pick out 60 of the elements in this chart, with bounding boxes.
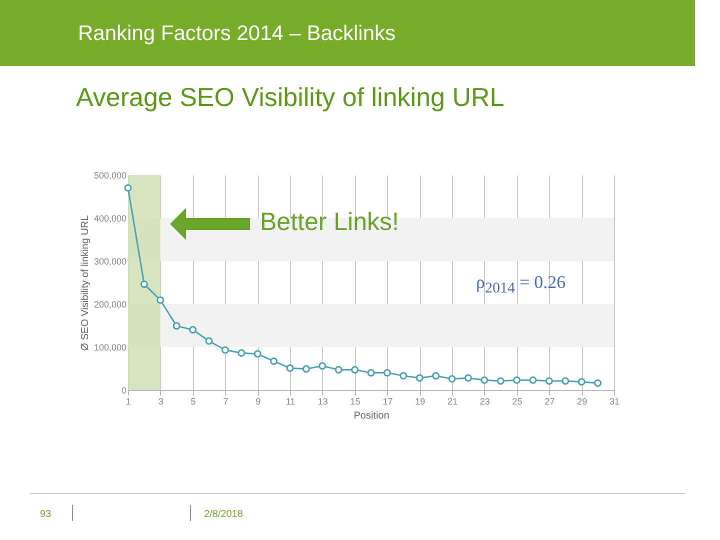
y-tick-label: 0: [121, 386, 126, 396]
point: [562, 377, 570, 385]
point: [578, 378, 586, 386]
text: 93: [40, 509, 52, 520]
point: [480, 376, 488, 384]
annotation: Better Links!: [260, 208, 399, 237]
annotation: ρ$_{2014}$ = 0.26: [476, 272, 566, 298]
point: [594, 379, 602, 387]
x-tick-label: 25: [512, 396, 522, 406]
x-tick-label: 1: [126, 396, 132, 406]
x-tick-label: 9: [256, 396, 261, 406]
x-tick-label: 11: [286, 396, 296, 406]
point: [205, 337, 213, 345]
point: [238, 349, 246, 357]
point: [270, 357, 278, 365]
x-tick-label: 27: [544, 396, 555, 406]
point: [367, 369, 375, 377]
point: [124, 184, 132, 192]
y-tick-label: 400,000: [94, 214, 126, 224]
point: [383, 369, 391, 377]
point: [189, 326, 197, 334]
text: 2/8/2018: [204, 509, 243, 520]
point: [318, 362, 326, 370]
point: [464, 374, 472, 382]
x-axis-title: Position: [354, 410, 390, 422]
x-tick-label: 7: [223, 396, 228, 406]
x-tick-label: 13: [318, 396, 328, 406]
x-tick-label: 31: [609, 396, 620, 406]
point: [432, 372, 440, 380]
x-tick-label: 5: [190, 396, 196, 406]
point: [400, 372, 408, 380]
point: [156, 296, 164, 304]
x-tick-label: 23: [480, 396, 490, 406]
y-tick-label: 500,000: [94, 170, 126, 180]
x-tick-label: 21: [447, 396, 458, 406]
point: [172, 322, 180, 330]
chart-subtitle: Average SEO Visibility of linking URL: [76, 82, 504, 113]
point: [140, 280, 148, 288]
point: [351, 366, 359, 374]
x-tick-label: 3: [158, 396, 164, 406]
point: [529, 376, 537, 384]
point: [416, 374, 424, 382]
point: [334, 366, 342, 374]
point: [286, 364, 294, 372]
x-tick-label: 17: [382, 396, 393, 406]
point: [254, 350, 262, 358]
chart-title: Ranking Factors 2014 – Backlinks: [78, 22, 396, 46]
point: [302, 365, 310, 373]
x-tick-label: 19: [415, 396, 426, 406]
point: [221, 346, 229, 354]
point: [545, 377, 553, 385]
y-tick-label: 300,000: [94, 256, 126, 266]
point: [496, 377, 504, 385]
y-tick-label: 100,000: [94, 342, 126, 352]
x-tick-label: 29: [577, 396, 588, 406]
point: [448, 375, 456, 383]
x-tick-label: 15: [350, 396, 360, 406]
point: [513, 376, 521, 384]
y-tick-label: 200,000: [94, 300, 126, 310]
y-axis-title: Ø SEO Visibility of linking URL: [80, 214, 91, 351]
